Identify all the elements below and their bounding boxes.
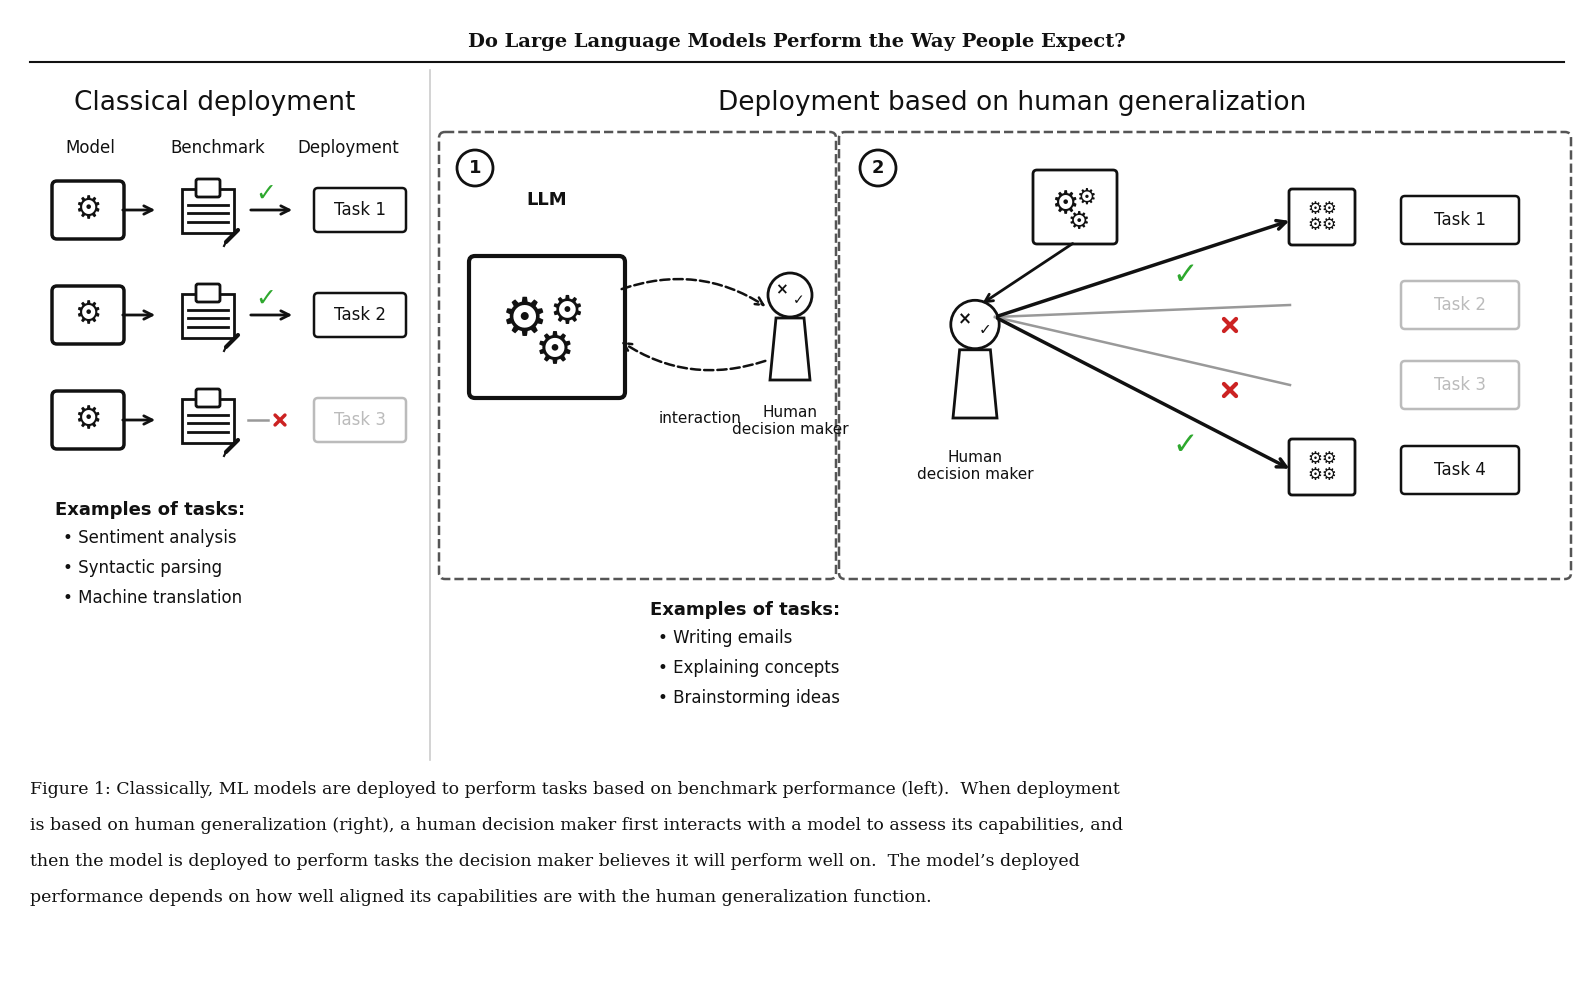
Text: ×: × [958,310,972,328]
Text: ⚙: ⚙ [75,300,102,330]
Text: Task 4: Task 4 [1435,461,1486,479]
Text: interaction: interaction [658,410,741,426]
Text: • Brainstorming ideas: • Brainstorming ideas [658,689,840,707]
FancyBboxPatch shape [1401,361,1519,409]
Text: ✓: ✓ [794,293,805,307]
Text: ✓: ✓ [1172,261,1197,289]
Text: ×: × [775,283,787,297]
Text: ⚙: ⚙ [550,293,585,331]
Text: • Writing emails: • Writing emails [658,629,792,647]
Text: Benchmark: Benchmark [171,139,265,157]
Circle shape [861,150,896,186]
Text: Task 2: Task 2 [1435,296,1486,314]
FancyBboxPatch shape [196,179,220,197]
FancyBboxPatch shape [1033,170,1117,244]
FancyBboxPatch shape [196,389,220,407]
FancyBboxPatch shape [1401,281,1519,329]
Text: Human
decision maker: Human decision maker [917,450,1033,482]
Text: ✓: ✓ [255,287,276,311]
FancyBboxPatch shape [182,399,234,443]
FancyBboxPatch shape [182,294,234,338]
Text: Deployment based on human generalization: Deployment based on human generalization [717,90,1305,116]
Text: then the model is deployed to perform tasks the decision maker believes it will : then the model is deployed to perform ta… [30,854,1079,870]
Text: ⚙: ⚙ [75,196,102,224]
Text: Task 1: Task 1 [335,201,386,219]
FancyBboxPatch shape [314,188,406,232]
FancyBboxPatch shape [1290,189,1355,245]
Text: Task 3: Task 3 [1435,376,1486,394]
Text: • Syntactic parsing: • Syntactic parsing [64,559,222,577]
Text: Classical deployment: Classical deployment [75,90,355,116]
Text: • Machine translation: • Machine translation [64,589,242,607]
Text: Deployment: Deployment [296,139,398,157]
FancyBboxPatch shape [469,256,625,398]
FancyBboxPatch shape [53,391,124,449]
Text: • Explaining concepts: • Explaining concepts [658,659,840,677]
Text: ⚙: ⚙ [1052,191,1079,219]
Text: performance depends on how well aligned its capabilities are with the human gene: performance depends on how well aligned … [30,889,931,907]
Polygon shape [953,350,996,418]
Text: Examples of tasks:: Examples of tasks: [56,501,245,519]
Text: ⚙: ⚙ [1078,188,1097,208]
Text: ⚙⚙
⚙⚙: ⚙⚙ ⚙⚙ [1307,451,1337,484]
Text: Do Large Language Models Perform the Way People Expect?: Do Large Language Models Perform the Way… [469,33,1125,51]
Text: ⚙: ⚙ [502,294,548,346]
Text: Examples of tasks:: Examples of tasks: [650,601,840,619]
FancyBboxPatch shape [314,293,406,337]
Text: is based on human generalization (right), a human decision maker first interacts: is based on human generalization (right)… [30,817,1124,835]
FancyBboxPatch shape [1290,439,1355,495]
FancyBboxPatch shape [1401,196,1519,244]
Text: ⚙⚙
⚙⚙: ⚙⚙ ⚙⚙ [1307,200,1337,234]
FancyBboxPatch shape [53,181,124,239]
Text: ✓: ✓ [255,182,276,206]
Text: 2: 2 [872,159,885,177]
FancyBboxPatch shape [314,398,406,442]
Text: Figure 1: Classically, ML models are deployed to perform tasks based on benchmar: Figure 1: Classically, ML models are dep… [30,782,1119,798]
Text: ✓: ✓ [1172,431,1197,459]
Text: • Sentiment analysis: • Sentiment analysis [64,529,236,547]
Circle shape [457,150,493,186]
Text: ⚙: ⚙ [536,328,575,371]
Circle shape [768,273,811,317]
Text: Task 3: Task 3 [335,411,386,429]
Text: ⚙: ⚙ [75,405,102,435]
Text: ⚙: ⚙ [1068,210,1090,234]
Circle shape [950,300,999,349]
Text: 1: 1 [469,159,481,177]
Polygon shape [770,318,810,380]
Text: Task 2: Task 2 [335,306,386,324]
Text: ✓: ✓ [979,322,991,338]
Text: Human
decision maker: Human decision maker [732,405,848,438]
Text: Model: Model [65,139,115,157]
FancyBboxPatch shape [196,284,220,302]
FancyBboxPatch shape [182,189,234,233]
Text: LLM: LLM [526,191,567,209]
FancyBboxPatch shape [1401,446,1519,494]
Text: Task 1: Task 1 [1435,211,1486,229]
FancyBboxPatch shape [53,286,124,344]
